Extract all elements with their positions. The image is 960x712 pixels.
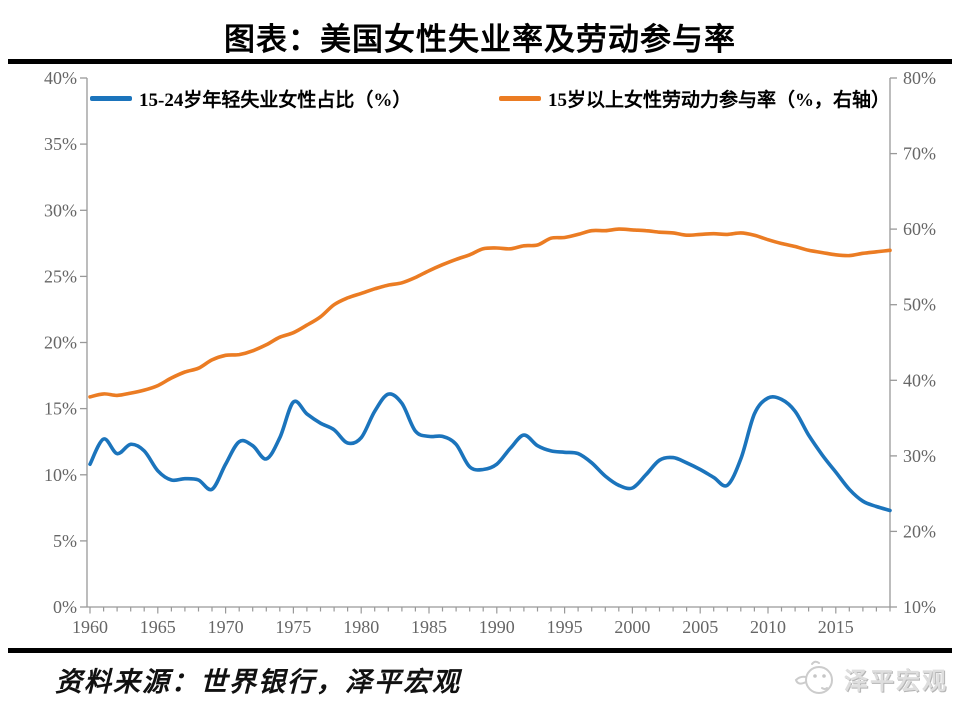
source-text: 资料来源：世界银行，泽平宏观 [55, 667, 461, 697]
zeping-mascot-icon [794, 660, 833, 694]
svg-text:30%: 30% [903, 446, 936, 466]
svg-text:10%: 10% [44, 465, 77, 485]
svg-text:2000: 2000 [614, 617, 650, 637]
svg-text:40%: 40% [903, 370, 936, 390]
svg-text:80%: 80% [903, 68, 936, 88]
svg-text:30%: 30% [44, 200, 77, 220]
zeping-logo: 泽平宏观 [792, 658, 948, 698]
svg-text:1965: 1965 [140, 617, 176, 637]
legend-item-participation: 15岁以上女性劳动力参与率（%，右轴） [498, 85, 890, 112]
svg-text:0%: 0% [53, 597, 77, 617]
svg-text:25%: 25% [44, 266, 77, 286]
svg-text:1990: 1990 [479, 617, 515, 637]
svg-text:20%: 20% [903, 521, 936, 541]
svg-text:40%: 40% [44, 68, 77, 88]
svg-text:70%: 70% [903, 144, 936, 164]
svg-text:1995: 1995 [547, 617, 583, 637]
left-axis-ticks: 0% 5% 10% 15% 20% 25% 30% 35% 40% [44, 68, 87, 617]
chart-legend: 15-24岁年轻失业女性占比（%） 15岁以上女性劳动力参与率（%，右轴） [90, 85, 890, 112]
svg-text:20%: 20% [44, 333, 77, 353]
svg-text:2005: 2005 [682, 617, 718, 637]
footer-divider-rule [8, 648, 952, 653]
title-divider-rule [8, 59, 952, 64]
svg-text:1960: 1960 [72, 617, 108, 637]
svg-text:35%: 35% [44, 134, 77, 154]
participation-line-swatch [498, 96, 541, 101]
svg-text:1985: 1985 [411, 617, 447, 637]
legend-label-participation: 15岁以上女性劳动力参与率（%，右轴） [547, 90, 890, 111]
svg-text:2015: 2015 [818, 617, 854, 637]
chart-canvas: 0% 5% 10% 15% 20% 25% 30% 35% 40% 10% 20% 30% 40% 50%… [44, 68, 936, 637]
svg-text:10%: 10% [903, 597, 936, 617]
svg-text:1970: 1970 [208, 617, 244, 637]
svg-text:2010: 2010 [750, 617, 786, 637]
svg-text:1980: 1980 [343, 617, 379, 637]
svg-text:5%: 5% [53, 531, 77, 551]
zeping-logo-text: 泽平宏观 [844, 668, 948, 695]
legend-item-unemployment: 15-24岁年轻失业女性占比（%） [90, 85, 411, 112]
svg-text:50%: 50% [903, 295, 936, 315]
right-axis-ticks: 10% 20% 30% 40% 50% 60% 70% 80% [890, 68, 936, 617]
series-line-0 [88, 392, 892, 513]
svg-text:15%: 15% [44, 399, 77, 419]
svg-text:1975: 1975 [275, 617, 311, 637]
legend-label-unemployment: 15-24岁年轻失业女性占比（%） [139, 90, 412, 111]
page-title: 图表：美国女性失业率及劳动参与率 [224, 22, 736, 57]
unemployment-line-swatch [90, 96, 132, 101]
svg-text:60%: 60% [903, 219, 936, 239]
series-line-1 [88, 227, 892, 399]
x-axis-ticks: 1960 1965 1970 1975 1980 1985 1990 1995 2000 2005… [72, 607, 891, 637]
axes [86, 78, 891, 608]
